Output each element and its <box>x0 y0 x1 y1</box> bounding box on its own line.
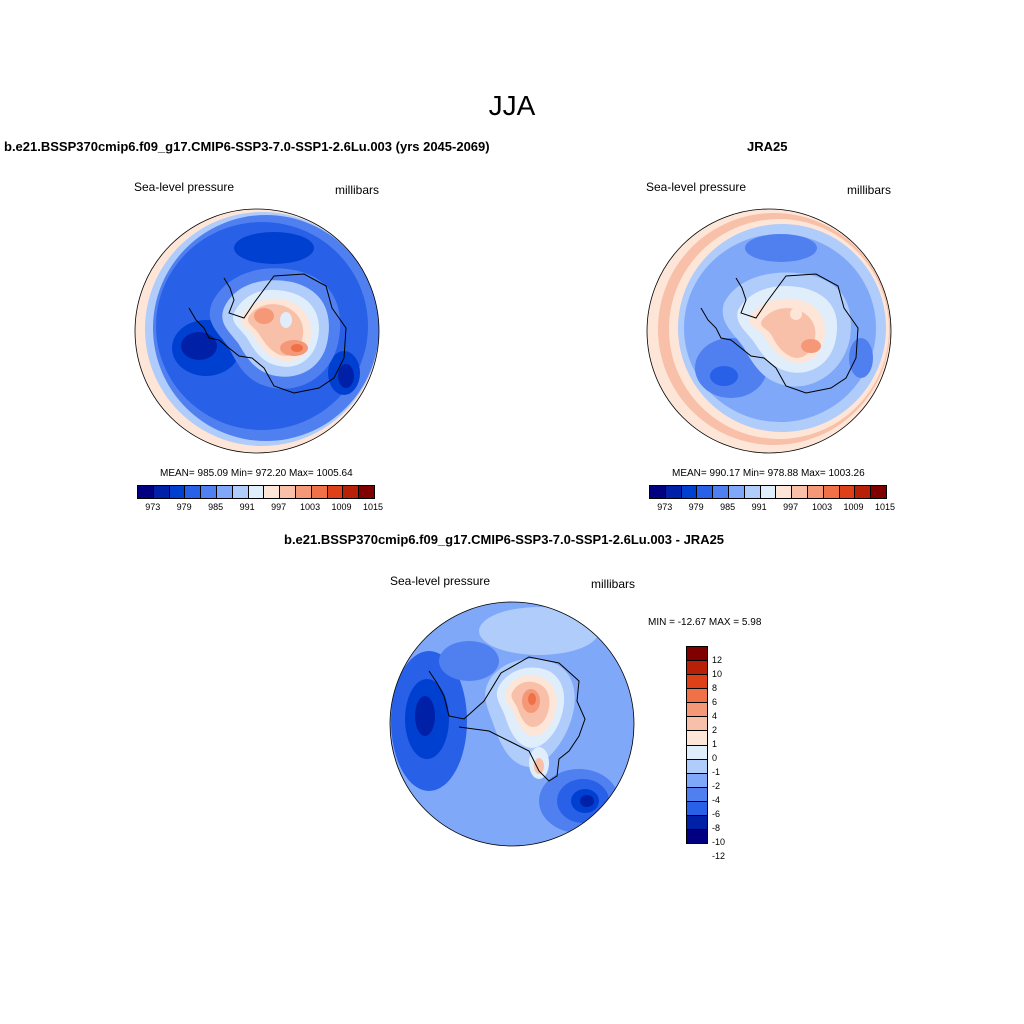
colorbar-tick-label: 991 <box>751 502 767 512</box>
colorbar-swatch <box>264 486 281 498</box>
colorbar-swatch <box>839 486 856 498</box>
colorbar-swatch <box>138 486 154 498</box>
colorbar-swatch <box>687 703 707 718</box>
colorbar-swatch <box>687 801 707 816</box>
colorbar-swatch <box>687 689 707 704</box>
colorbar-tick-label: 2 <box>712 725 718 735</box>
left-polar-map <box>134 208 380 454</box>
diff-min-max: MIN = -12.67 MAX = 5.98 <box>648 617 762 628</box>
colorbar-swatch <box>232 486 249 498</box>
diff-variable-label: Sea-level pressure <box>390 574 491 588</box>
colorbar-swatch <box>760 486 777 498</box>
right-units-label: millibars <box>847 183 892 197</box>
colorbar-tick-label: -12 <box>712 851 726 861</box>
colorbar-swatch <box>776 486 793 498</box>
colorbar-tick-label: 10 <box>712 669 723 679</box>
colorbar-swatch <box>280 486 296 498</box>
colorbar-swatch <box>216 486 233 498</box>
colorbar-swatch <box>697 486 714 498</box>
colorbar-tick-label: 985 <box>720 502 736 512</box>
colorbar-swatch <box>665 486 682 498</box>
colorbar-tick-label: -10 <box>712 837 726 847</box>
colorbar-swatch <box>713 486 729 498</box>
right-stats: MEAN= 990.17 Min= 978.88 Max= 1003.26 <box>672 468 865 479</box>
colorbar-tick-label: 991 <box>239 502 255 512</box>
colorbar-tick-label: 1 <box>712 739 718 749</box>
colorbar-tick-label: -6 <box>712 809 721 819</box>
colorbar-swatch <box>807 486 824 498</box>
diff-colorbar <box>686 646 708 844</box>
colorbar-swatch <box>687 815 707 831</box>
colorbar-swatch <box>248 486 265 498</box>
colorbar-swatch <box>687 675 707 690</box>
colorbar-tick-label: 1003 <box>300 502 321 512</box>
colorbar-swatch <box>744 486 761 498</box>
colorbar-tick-label: 1009 <box>843 502 864 512</box>
diff-panel-title: b.e21.BSSP370cmip6.f09_g17.CMIP6-SSP3-7.… <box>284 532 725 547</box>
colorbar-tick-label: 12 <box>712 655 723 665</box>
colorbar-swatch <box>687 647 707 662</box>
colorbar-tick-label: 1009 <box>331 502 352 512</box>
colorbar-swatch <box>650 486 666 498</box>
diff-polar-map <box>389 601 635 847</box>
colorbar-swatch <box>687 731 707 746</box>
diff-colorbar-ticks: 12 10 8 6 4 2 1 0 -1 -2 -4 -6 -8 -10 -12 <box>712 646 742 861</box>
colorbar-swatch <box>687 773 707 788</box>
right-panel-title: JRA25 <box>747 139 788 154</box>
colorbar-tick-label: 973 <box>657 502 673 512</box>
colorbar-swatch <box>687 661 707 676</box>
colorbar-swatch <box>687 787 707 802</box>
diff-units-label: millibars <box>591 577 636 591</box>
colorbar-tick-label: 985 <box>208 502 224 512</box>
colorbar-tick-label: 4 <box>712 711 718 721</box>
left-units-label: millibars <box>335 183 380 197</box>
colorbar-tick-label: 1015 <box>874 502 896 512</box>
colorbar-swatch <box>327 486 344 498</box>
colorbar-swatch <box>687 830 707 844</box>
right-polar-map <box>646 208 892 454</box>
colorbar-swatch <box>855 486 872 498</box>
colorbar-swatch <box>311 486 328 498</box>
colorbar-tick-label: -8 <box>712 823 721 833</box>
colorbar-tick-label: -2 <box>712 781 721 791</box>
colorbar-swatch <box>687 759 707 774</box>
colorbar-tick-label: -1 <box>712 767 721 777</box>
colorbar-tick-label: 8 <box>712 683 718 693</box>
left-colorbar-ticks: 973 979 985 991 997 1003 1009 1015 <box>137 502 383 516</box>
colorbar-swatch <box>201 486 217 498</box>
colorbar-swatch <box>687 745 707 760</box>
colorbar-swatch <box>295 486 312 498</box>
left-panel-title: b.e21.BSSP370cmip6.f09_g17.CMIP6-SSP3-7.… <box>4 139 490 154</box>
colorbar-tick-label: 973 <box>145 502 161 512</box>
colorbar-tick-label: 997 <box>271 502 287 512</box>
colorbar-swatch <box>169 486 186 498</box>
colorbar-tick-label: 997 <box>783 502 799 512</box>
colorbar-swatch <box>153 486 170 498</box>
colorbar-tick-label: 1015 <box>362 502 384 512</box>
left-variable-label: Sea-level pressure <box>134 180 235 194</box>
colorbar-swatch <box>792 486 808 498</box>
colorbar-swatch <box>185 486 202 498</box>
colorbar-tick-label: 0 <box>712 753 718 763</box>
colorbar-swatch <box>359 486 374 498</box>
right-colorbar <box>649 485 887 499</box>
colorbar-tick-label: 6 <box>712 697 718 707</box>
colorbar-swatch <box>728 486 745 498</box>
right-colorbar-ticks: 973 979 985 991 997 1003 1009 1015 <box>649 502 895 516</box>
right-variable-label: Sea-level pressure <box>646 180 747 194</box>
colorbar-swatch <box>871 486 886 498</box>
colorbar-swatch <box>681 486 698 498</box>
colorbar-swatch <box>687 717 707 732</box>
colorbar-tick-label: 1003 <box>812 502 833 512</box>
left-colorbar <box>137 485 375 499</box>
page-title: JJA <box>488 90 536 121</box>
left-stats: MEAN= 985.09 Min= 972.20 Max= 1005.64 <box>160 468 353 479</box>
colorbar-tick-label: 979 <box>688 502 704 512</box>
colorbar-tick-label: 979 <box>176 502 192 512</box>
colorbar-swatch <box>823 486 840 498</box>
colorbar-tick-label: -4 <box>712 795 721 805</box>
colorbar-swatch <box>343 486 360 498</box>
